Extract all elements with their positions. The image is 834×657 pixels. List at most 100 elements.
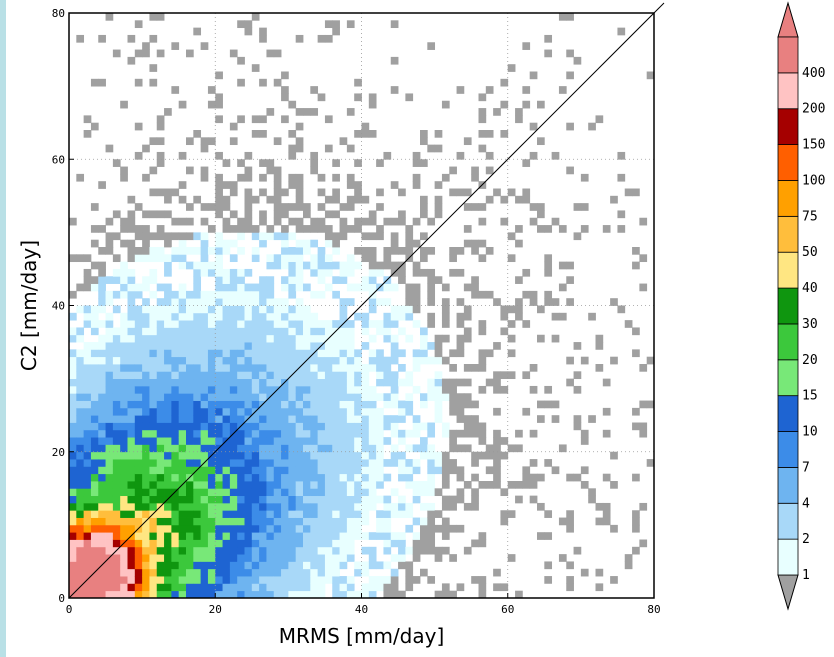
heatmap-cell: [156, 517, 165, 526]
heatmap-cell: [222, 320, 231, 328]
heatmap-cell: [383, 437, 392, 445]
heatmap-cell: [142, 473, 150, 482]
heatmap-cell: [251, 349, 260, 358]
heatmap-cell: [207, 364, 216, 372]
heatmap-cell: [171, 532, 180, 540]
heatmap-cell: [127, 444, 136, 453]
heatmap-cell: [90, 78, 99, 87]
heatmap-cell: [434, 210, 443, 219]
heatmap-cell: [566, 261, 574, 270]
heatmap-cell: [405, 378, 414, 387]
heatmap-cell: [251, 327, 260, 336]
heatmap-cell: [383, 524, 392, 533]
heatmap-cell: [149, 137, 158, 146]
heatmap-cell: [200, 166, 209, 175]
heatmap-cell: [200, 473, 209, 482]
heatmap-cell: [412, 415, 421, 423]
heatmap-cell: [83, 393, 92, 401]
heatmap-cell: [244, 554, 253, 562]
heatmap-cell: [310, 342, 319, 350]
heatmap-cell: [90, 495, 99, 504]
heatmap-cell: [493, 568, 501, 577]
heatmap-cell: [354, 451, 362, 460]
heatmap-cell: [186, 554, 194, 562]
heatmap-cell: [368, 437, 377, 445]
heatmap-cell: [346, 517, 355, 526]
heatmap-cell: [237, 546, 245, 555]
heatmap-cell: [434, 342, 443, 350]
heatmap-cell: [398, 451, 406, 460]
heatmap-cell: [346, 539, 355, 548]
heatmap-cell: [149, 290, 158, 299]
heatmap-cell: [354, 568, 362, 577]
colorbar-under-triangle: [777, 574, 799, 611]
heatmap-cell: [303, 583, 311, 592]
heatmap-cell: [244, 546, 253, 555]
heatmap-cell: [463, 327, 472, 336]
heatmap-cell: [76, 34, 85, 43]
heatmap-cell: [127, 195, 136, 204]
heatmap-cell: [588, 415, 596, 423]
heatmap-cell: [69, 437, 77, 445]
heatmap-cell: [354, 283, 362, 292]
heatmap-cell: [134, 334, 143, 343]
heatmap-cell: [134, 393, 143, 401]
heatmap-cell: [105, 451, 114, 460]
heatmap-cell: [405, 305, 414, 314]
heatmap-cell: [215, 305, 223, 314]
heatmap-cell: [127, 524, 136, 533]
heatmap-cell: [90, 320, 99, 328]
heatmap-cell: [390, 502, 399, 511]
heatmap-cell: [105, 320, 114, 328]
heatmap-cell: [441, 422, 450, 431]
heatmap-cell: [142, 444, 150, 453]
heatmap-cell: [90, 225, 99, 233]
heatmap-cell: [463, 203, 472, 211]
heatmap-cell: [303, 481, 311, 489]
heatmap-cell: [580, 481, 589, 489]
heatmap-cell: [295, 342, 304, 350]
heatmap-cell: [324, 261, 333, 270]
heatmap-cell: [229, 583, 238, 592]
heatmap-cell: [376, 356, 384, 365]
heatmap-cell: [339, 364, 348, 372]
heatmap-cell: [303, 510, 311, 518]
heatmap-cell: [259, 466, 267, 475]
heatmap-cell: [310, 407, 319, 416]
heatmap-cell: [507, 481, 516, 489]
heatmap-cell: [259, 342, 267, 350]
heatmap-cell: [288, 290, 297, 299]
heatmap-cell: [324, 34, 333, 43]
heatmap-cell: [193, 488, 202, 497]
heatmap-cell: [383, 576, 392, 584]
heatmap-cell: [83, 481, 92, 489]
heatmap-cell: [142, 312, 150, 321]
y-tick-label: 80: [52, 7, 65, 20]
heatmap-cell: [237, 444, 245, 453]
heatmap-cell: [288, 173, 297, 182]
heatmap-cell: [178, 239, 187, 248]
heatmap-cell: [522, 100, 531, 109]
heatmap-cell: [127, 422, 136, 431]
heatmap-cell: [120, 100, 128, 109]
heatmap-cell: [156, 312, 165, 321]
heatmap-cell: [98, 290, 106, 299]
heatmap-cell: [149, 254, 158, 263]
heatmap-cell: [288, 312, 297, 321]
heatmap-cell: [171, 437, 180, 445]
heatmap-cell: [361, 459, 370, 467]
heatmap-cell: [229, 422, 238, 431]
heatmap-cell: [566, 576, 574, 584]
heatmap-cell: [83, 429, 92, 438]
heatmap-cell: [580, 173, 589, 182]
heatmap-cell: [251, 312, 260, 321]
heatmap-cell: [186, 298, 194, 306]
heatmap-cell: [412, 444, 421, 453]
heatmap-cell: [441, 502, 450, 511]
heatmap-cell: [98, 283, 106, 292]
heatmap-cell: [259, 334, 267, 343]
heatmap-cell: [237, 561, 245, 570]
heatmap-cell: [500, 130, 509, 138]
heatmap-cell: [237, 590, 245, 599]
